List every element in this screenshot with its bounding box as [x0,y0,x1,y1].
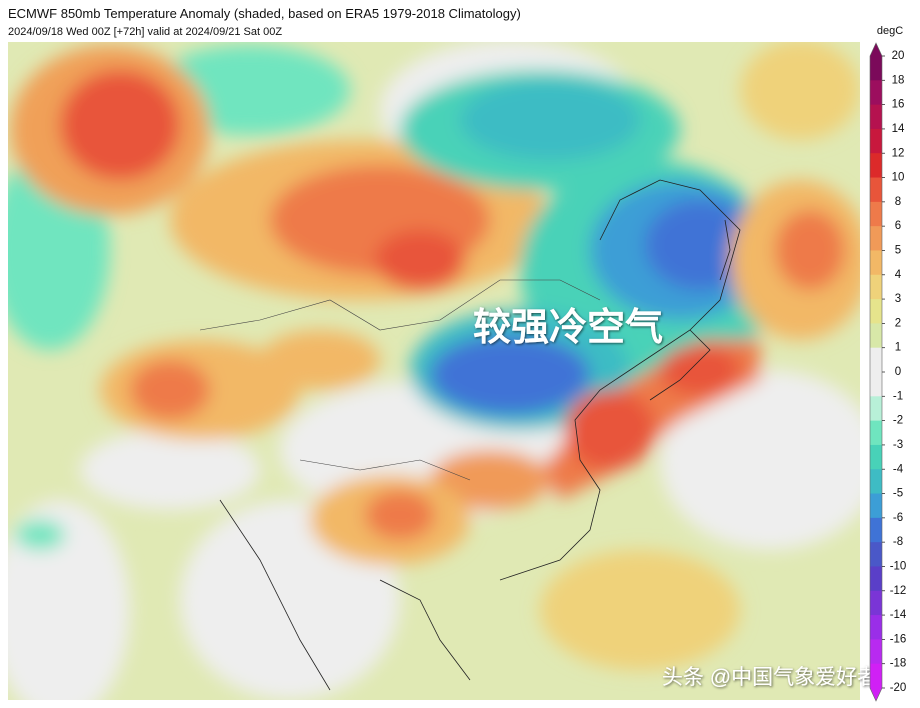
colorbar-tick-label: 12 [892,147,905,159]
colorbar-tick-label: 5 [895,244,901,256]
colorbar-segment [870,444,882,470]
colorbar-segment [870,493,882,519]
colorbar-segment [870,56,882,81]
colorbar-segment [870,615,882,640]
colorbar-tick-label: 4 [895,269,902,281]
colorbar-tick-label: -3 [893,439,903,451]
colorbar-segment [870,469,882,495]
colorbar-tick-label: 8 [895,196,901,208]
colorbar-segment [870,80,882,106]
colorbar-tick-label: 1 [895,342,901,354]
colorbar-tick-label: -20 [890,682,907,694]
colorbar-segment [870,396,882,422]
colorbar-segment [870,663,882,689]
colorbar: 20181614121086543210-1-2-3-4-5-6-8-10-12… [869,42,907,702]
colorbar-tick-label: 2 [895,317,901,329]
colorbar-tick-label: -1 [893,390,903,402]
colorbar-segment [870,323,882,349]
title: ECMWF 850mb Temperature Anomaly (shaded,… [8,6,521,21]
colorbar-tick-label: 10 [892,172,905,184]
colorbar-tick-label: -8 [893,536,903,548]
colorbar-segment [870,201,882,227]
annotation: 较强冷空气 [473,307,663,349]
colorbar-segment [870,104,882,130]
colorbar-tick-label: -2 [893,415,903,427]
colorbar-segment [870,299,882,324]
colorbar-tick-label: -4 [893,463,904,475]
colorbar-tick-label: -10 [890,560,907,572]
colorbar-label: degC [877,25,903,37]
colorbar-segment [870,542,882,567]
colorbar-segment [870,590,882,616]
colorbar-tick-label: 18 [892,74,905,86]
colorbar-tick-label: -6 [893,512,903,524]
colorbar-segment [870,226,882,251]
colorbar-extend-bottom [870,688,882,701]
colorbar-tick-label: -5 [893,488,903,500]
colorbar-segment [870,347,882,373]
colorbar-tick-label: 0 [895,366,901,378]
colorbar-tick-label: 6 [895,220,901,232]
map [8,42,860,700]
colorbar-segment [870,372,882,397]
colorbar-tick-label: 3 [895,293,901,305]
colorbar-tick-label: -16 [890,633,907,645]
colorbar-segment [870,639,882,665]
subtitle: 2024/09/18 Wed 00Z [+72h] valid at 2024/… [8,26,282,38]
colorbar-tick-label: 20 [892,50,905,62]
colorbar-extend-top [870,43,882,56]
colorbar-tick-label: -12 [890,585,907,597]
colorbar-segment [870,274,882,300]
colorbar-segment [870,153,882,179]
colorbar-segment [870,566,882,592]
colorbar-tick-label: -14 [890,609,907,621]
colorbar-segment [870,177,882,203]
colorbar-segment [870,128,882,154]
watermark: 头条 @中国气象爱好者 [662,666,878,689]
colorbar-tick-label: 16 [892,99,905,111]
colorbar-tick-label: -18 [890,658,907,670]
colorbar-segment [870,420,882,446]
colorbar-tick-label: 14 [892,123,905,135]
colorbar-segment [870,517,882,543]
colorbar-segment [870,250,882,276]
